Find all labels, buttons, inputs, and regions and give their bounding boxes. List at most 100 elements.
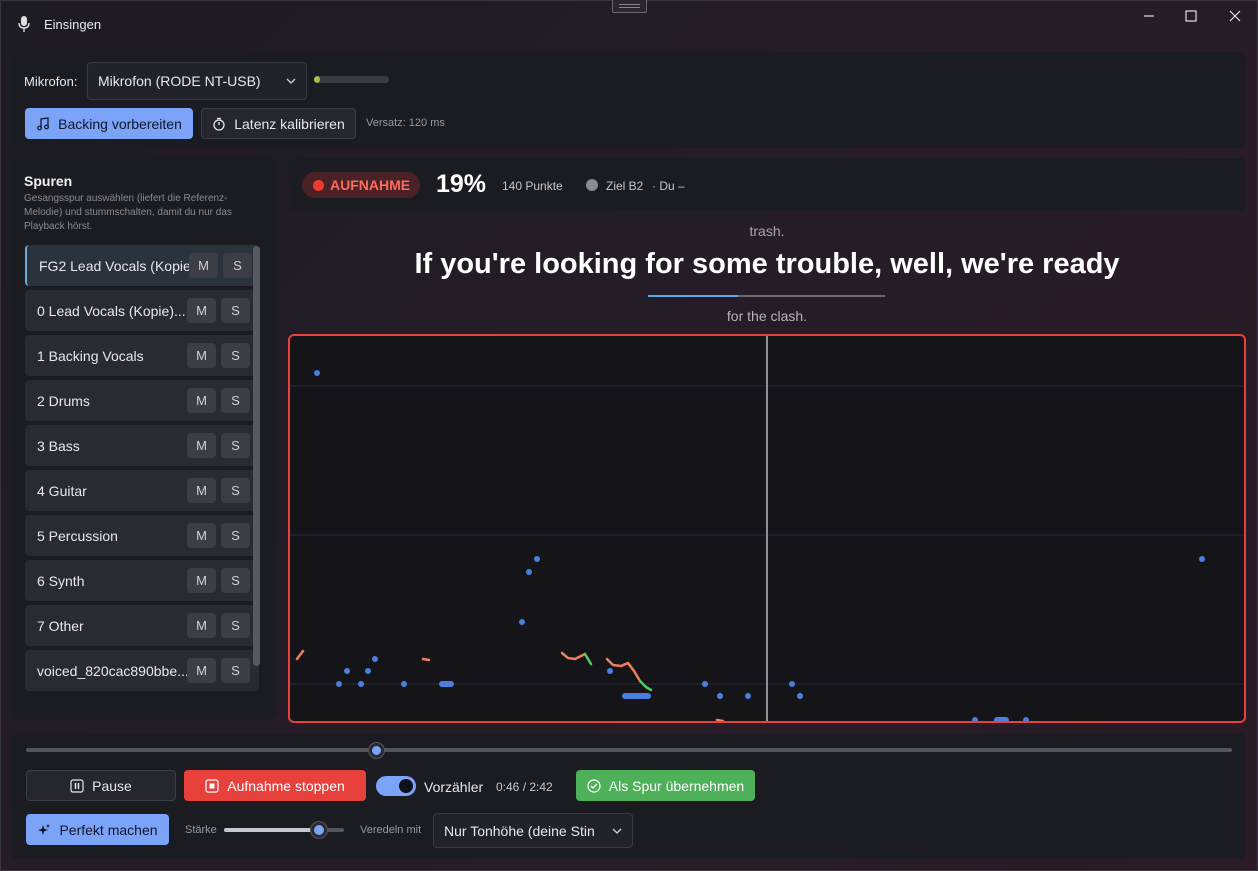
chevron-down-icon bbox=[612, 828, 622, 834]
make-perfect-label: Perfekt machen bbox=[59, 821, 158, 838]
count-in-toggle[interactable] bbox=[376, 776, 416, 796]
track-item[interactable]: 5 Percussion M S bbox=[25, 515, 259, 556]
seek-thumb[interactable] bbox=[367, 742, 385, 759]
mute-button[interactable]: M bbox=[187, 658, 216, 683]
reference-note bbox=[314, 370, 320, 376]
mic-label: Mikrofon: bbox=[24, 74, 78, 89]
reference-note bbox=[336, 681, 342, 687]
lyric-previous-line: trash. bbox=[749, 223, 785, 239]
solo-button[interactable]: S bbox=[221, 343, 250, 368]
solo-button[interactable]: S bbox=[221, 433, 250, 458]
stop-icon bbox=[205, 778, 219, 793]
mute-button[interactable]: M bbox=[187, 523, 216, 548]
recording-label: AUFNAHME bbox=[330, 177, 411, 193]
drag-handle[interactable] bbox=[612, 0, 647, 13]
solo-button[interactable]: S bbox=[221, 523, 250, 548]
seek-bar[interactable] bbox=[26, 748, 1232, 752]
recording-status-bar bbox=[289, 158, 1245, 211]
close-icon bbox=[1229, 10, 1241, 22]
mute-button[interactable]: M bbox=[187, 433, 216, 458]
lyric-current-line: If you're looking for some trouble, well… bbox=[414, 248, 1120, 280]
sung-pitch-trace bbox=[295, 649, 725, 721]
reference-pitch-notes bbox=[314, 370, 1205, 721]
refine-mode-value: Nur Tonhöhe (deine Stin bbox=[444, 822, 595, 839]
sung-pitch-segment bbox=[583, 652, 593, 666]
solo-button[interactable]: S bbox=[223, 253, 252, 278]
pause-button[interactable]: Pause bbox=[26, 770, 176, 801]
mute-button[interactable]: M bbox=[187, 613, 216, 638]
track-name: 0 Lead Vocals (Kopie)... bbox=[37, 303, 186, 319]
mute-button[interactable]: M bbox=[187, 343, 216, 368]
track-item[interactable]: 4 Guitar M S bbox=[25, 470, 259, 511]
score-percent: 19% bbox=[436, 170, 487, 198]
prepare-backing-button[interactable]: Backing vorbereiten bbox=[25, 108, 193, 139]
recording-badge: AUFNAHME bbox=[302, 172, 420, 198]
target-note: Ziel B2 bbox=[606, 179, 644, 193]
track-name: voiced_820cac890bbe... bbox=[37, 663, 189, 679]
solo-button[interactable]: S bbox=[221, 613, 250, 638]
reference-note bbox=[365, 668, 371, 674]
make-perfect-button[interactable]: Perfekt machen bbox=[26, 814, 169, 845]
reference-note bbox=[622, 693, 651, 699]
stopwatch-icon bbox=[213, 117, 225, 131]
lyric-progress-fill bbox=[648, 295, 739, 297]
time-display: 0:46 / 2:42 bbox=[496, 780, 553, 794]
sung-pitch-segment bbox=[295, 649, 305, 661]
sung-pitch-segment bbox=[715, 718, 725, 721]
count-in-label: Vorzähler bbox=[424, 779, 484, 795]
solo-button[interactable]: S bbox=[221, 388, 250, 413]
track-item[interactable]: 6 Synth M S bbox=[25, 560, 259, 601]
mute-button[interactable]: M bbox=[187, 478, 216, 503]
track-item[interactable]: 7 Other M S bbox=[25, 605, 259, 646]
reference-note bbox=[789, 681, 795, 687]
maximize-button[interactable] bbox=[1168, 0, 1214, 32]
strength-label: Stärke bbox=[185, 824, 217, 836]
window-title: Einsingen bbox=[44, 17, 102, 32]
refine-mode-select[interactable]: Nur Tonhöhe (deine Stin bbox=[433, 813, 633, 848]
minimize-icon bbox=[1144, 15, 1154, 17]
reference-note bbox=[797, 693, 803, 699]
mute-button[interactable]: M bbox=[187, 568, 216, 593]
track-item[interactable]: 1 Backing Vocals M S bbox=[25, 335, 259, 376]
track-list-scrollbar[interactable] bbox=[253, 246, 260, 666]
refine-label: Veredeln mit bbox=[360, 824, 422, 836]
reference-note bbox=[745, 693, 751, 699]
mute-button[interactable]: M bbox=[187, 388, 216, 413]
sung-pitch-segment bbox=[638, 679, 653, 692]
mute-button[interactable]: M bbox=[187, 298, 216, 323]
stop-recording-button[interactable]: Aufnahme stoppen bbox=[184, 770, 366, 801]
record-dot-icon bbox=[313, 179, 324, 191]
track-item[interactable]: 2 Drums M S bbox=[25, 380, 259, 421]
mic-select[interactable]: Mikrofon (RODE NT-USB) bbox=[87, 62, 307, 100]
reference-note bbox=[1023, 717, 1029, 721]
track-item[interactable]: 0 Lead Vocals (Kopie)... M S bbox=[25, 290, 259, 331]
solo-button[interactable]: S bbox=[221, 568, 250, 593]
reference-note bbox=[439, 681, 454, 687]
close-button[interactable] bbox=[1212, 0, 1258, 32]
reference-note bbox=[344, 668, 350, 674]
reference-note bbox=[372, 656, 378, 662]
sung-pitch-segment bbox=[605, 657, 642, 683]
track-item[interactable]: FG2 Lead Vocals (Kopie) M S bbox=[25, 245, 259, 286]
solo-button[interactable]: S bbox=[221, 478, 250, 503]
lyric-next-line: for the clash. bbox=[726, 308, 808, 324]
strength-slider[interactable] bbox=[224, 828, 344, 832]
pause-icon bbox=[70, 778, 84, 793]
track-name: 3 Bass bbox=[37, 438, 80, 454]
accept-as-track-button[interactable]: Als Spur übernehmen bbox=[576, 770, 755, 801]
track-name: 5 Percussion bbox=[37, 528, 118, 544]
track-name: 7 Other bbox=[37, 618, 84, 634]
track-item[interactable]: 3 Bass M S bbox=[25, 425, 259, 466]
solo-button[interactable]: S bbox=[221, 658, 250, 683]
calibrate-latency-button[interactable]: Latenz kalibrieren bbox=[201, 108, 356, 139]
strength-slider-thumb[interactable] bbox=[310, 821, 328, 839]
latency-offset: Versatz: 120 ms bbox=[366, 117, 445, 129]
track-name: FG2 Lead Vocals (Kopie) bbox=[39, 258, 196, 274]
reference-note bbox=[519, 619, 525, 625]
minimize-button[interactable] bbox=[1126, 0, 1172, 32]
track-name: 6 Synth bbox=[37, 573, 85, 589]
mute-button[interactable]: M bbox=[189, 253, 218, 278]
track-item[interactable]: voiced_820cac890bbe... M S bbox=[25, 650, 259, 691]
solo-button[interactable]: S bbox=[221, 298, 250, 323]
score-points: 140 Punkte bbox=[502, 179, 563, 193]
